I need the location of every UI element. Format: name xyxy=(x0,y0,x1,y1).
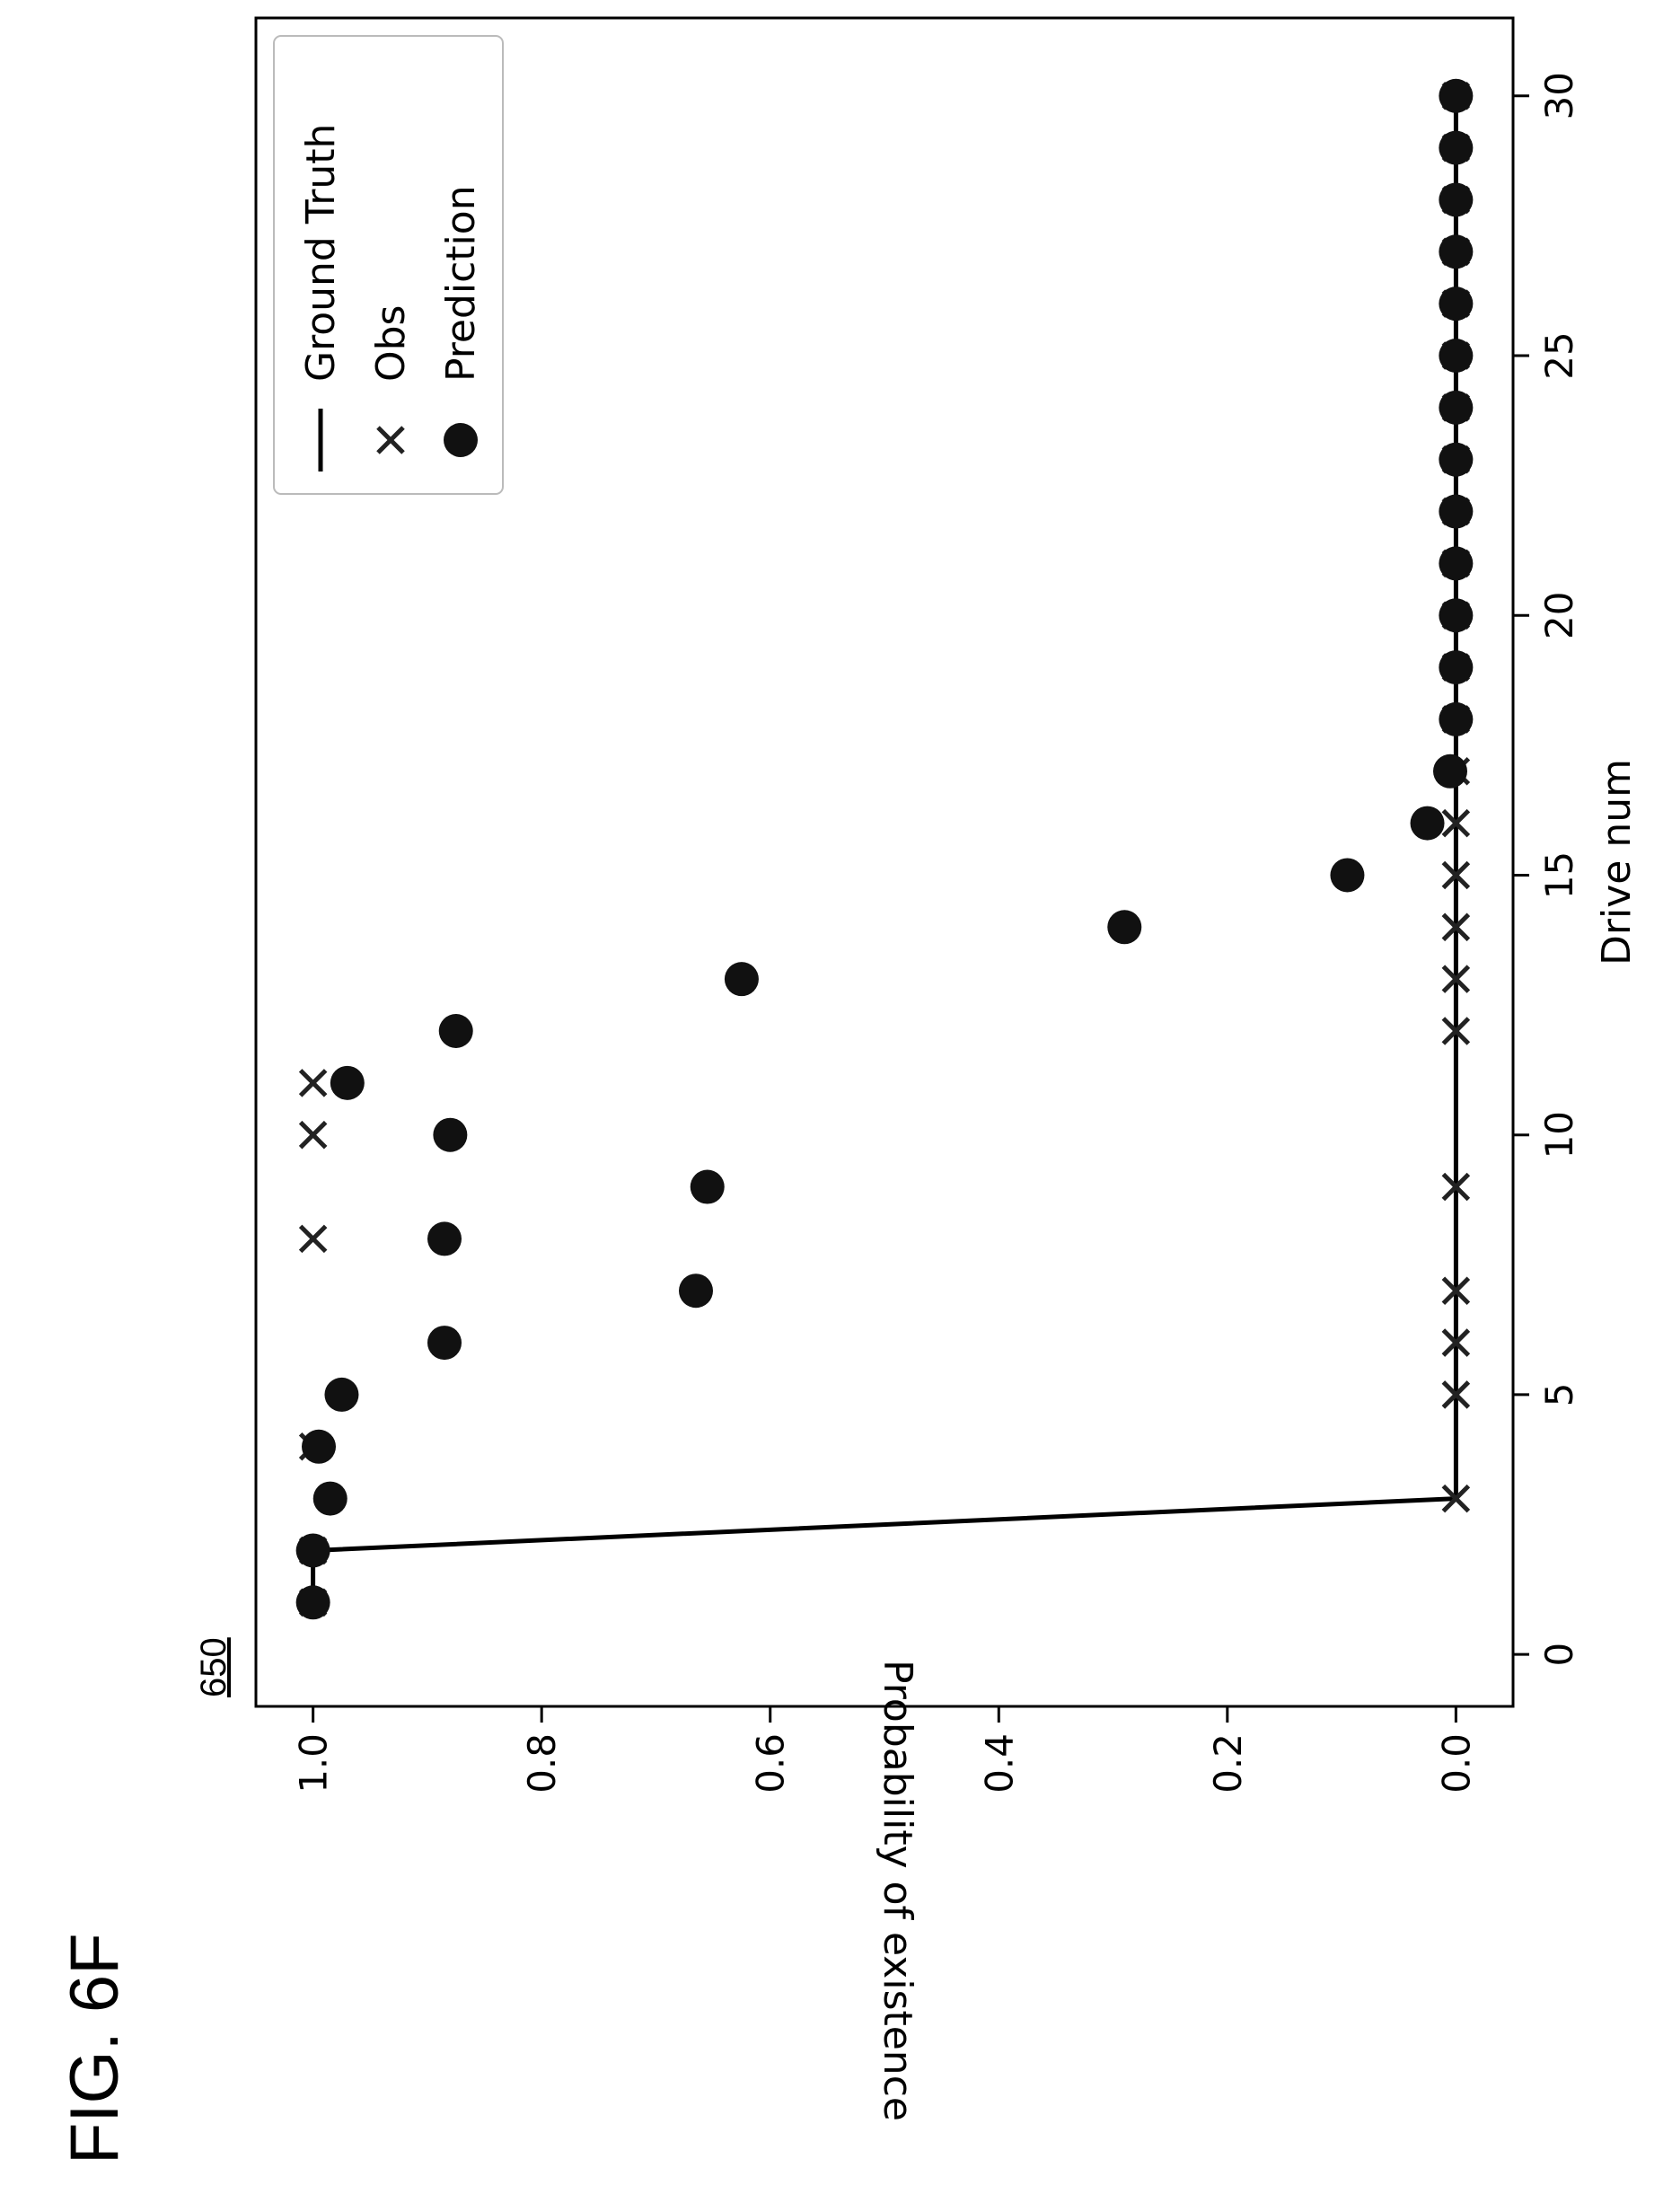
prediction-point-29 xyxy=(1439,130,1474,165)
obs-point-stroke xyxy=(1441,1017,1471,1045)
obs-point-stroke xyxy=(298,1224,328,1254)
y-tick-label-1: 0.2 xyxy=(1206,1733,1250,1793)
obs-point-stroke xyxy=(1441,1328,1471,1357)
x-tick-label-3: 15 xyxy=(1537,851,1581,899)
prediction-point-19 xyxy=(1439,650,1474,685)
plot-frame xyxy=(254,16,1515,1708)
obs-point-stroke xyxy=(1441,860,1471,890)
prediction-point-4 xyxy=(302,1429,336,1464)
legend-entry-2: Prediction xyxy=(438,185,484,382)
prediction-point-7 xyxy=(679,1273,713,1309)
prediction-series xyxy=(295,78,1474,1620)
y-tick-label-5: 1.0 xyxy=(292,1733,336,1793)
obs-point-16 xyxy=(1441,808,1471,838)
obs-point-stroke xyxy=(1441,1172,1471,1202)
prediction-point-16 xyxy=(1410,806,1445,841)
prediction-point-10 xyxy=(433,1117,468,1152)
prediction-point-26 xyxy=(1439,286,1474,322)
x-tick-label-5: 25 xyxy=(1537,331,1581,379)
obs-point-stroke xyxy=(1441,1484,1471,1513)
prediction-point-9 xyxy=(690,1169,725,1204)
prediction-point-28 xyxy=(1439,182,1474,217)
obs-point-stroke xyxy=(298,1120,328,1150)
prediction-point-23 xyxy=(1439,442,1474,477)
prediction-point-27 xyxy=(1439,234,1474,269)
obs-point-3 xyxy=(1441,1484,1471,1513)
y-tick-label-2: 0.4 xyxy=(977,1733,1021,1793)
legend: Ground Truth Obs Prediction xyxy=(273,35,504,495)
obs-point-stroke xyxy=(1441,965,1471,993)
prediction-point-2 xyxy=(295,1533,330,1568)
obs-point-stroke xyxy=(298,1069,328,1097)
prediction-point-21 xyxy=(1439,546,1474,581)
obs-point-5 xyxy=(1441,1380,1471,1409)
obs-point-stroke xyxy=(1441,1380,1471,1409)
obs-point-15 xyxy=(1441,860,1471,890)
x-tick-label-2: 10 xyxy=(1537,1111,1581,1159)
chart-root: 0.0 0.2 0.4 0.6 0.8 1.0 0 5 10 15 20 25 30 Drive nu… xyxy=(194,16,1640,2121)
legend-entry-0: Ground Truth xyxy=(298,124,344,382)
obs-point-11 xyxy=(298,1069,328,1097)
obs-point-7 xyxy=(1441,1276,1471,1305)
y-axis-label: Probability of existence xyxy=(875,1660,920,2121)
prediction-point-17 xyxy=(1433,753,1467,789)
prediction-point-8 xyxy=(427,1221,462,1256)
x-tick-label-1: 5 xyxy=(1537,1383,1581,1407)
obs-point-6 xyxy=(1441,1328,1471,1357)
legend-entry-1: Obs xyxy=(368,305,414,383)
x-ticks: 0 5 10 15 20 25 30 xyxy=(1513,72,1581,1667)
reference-numeral: 650 xyxy=(194,1637,233,1697)
legend-obs-swatch xyxy=(376,426,405,454)
prediction-point-22 xyxy=(1439,494,1474,529)
obs-point-stroke xyxy=(1441,808,1471,838)
prediction-point-15 xyxy=(1330,858,1365,893)
prediction-point-12 xyxy=(438,1014,473,1048)
prediction-point-3 xyxy=(312,1481,348,1516)
obs-point-13 xyxy=(1441,965,1471,993)
prediction-point-25 xyxy=(1439,339,1474,373)
prediction-point-6 xyxy=(427,1326,462,1361)
obs-point-8 xyxy=(298,1224,328,1254)
prediction-point-20 xyxy=(1439,598,1474,633)
prediction-point-1 xyxy=(295,1585,330,1620)
x-axis-label: Drive num xyxy=(1594,759,1640,965)
legend-prediction-swatch xyxy=(444,423,478,457)
y-ticks: 0.0 0.2 0.4 0.6 0.8 1.0 xyxy=(292,1706,1478,1793)
obs-point-12 xyxy=(1441,1017,1471,1045)
y-tick-label-4: 0.8 xyxy=(520,1733,564,1793)
obs-point-stroke xyxy=(1441,1276,1471,1305)
x-tick-label-6: 30 xyxy=(1537,72,1581,119)
prediction-point-11 xyxy=(330,1065,365,1100)
prediction-point-18 xyxy=(1439,701,1474,736)
obs-point-9 xyxy=(1441,1172,1471,1202)
y-tick-label-3: 0.6 xyxy=(749,1733,793,1793)
x-tick-label-0: 0 xyxy=(1537,1643,1581,1667)
prediction-point-30 xyxy=(1439,78,1474,113)
legend-box xyxy=(273,35,504,495)
prediction-point-24 xyxy=(1439,390,1474,425)
obs-point-stroke xyxy=(1441,912,1471,942)
prediction-point-5 xyxy=(324,1377,359,1412)
x-tick-label-4: 20 xyxy=(1537,592,1581,639)
obs-point-10 xyxy=(298,1120,328,1150)
legend-obs-stroke xyxy=(376,426,405,454)
prediction-point-13 xyxy=(724,962,759,997)
y-tick-label-0: 0.0 xyxy=(1434,1733,1478,1793)
obs-point-14 xyxy=(1441,912,1471,942)
prediction-point-14 xyxy=(1107,910,1142,945)
